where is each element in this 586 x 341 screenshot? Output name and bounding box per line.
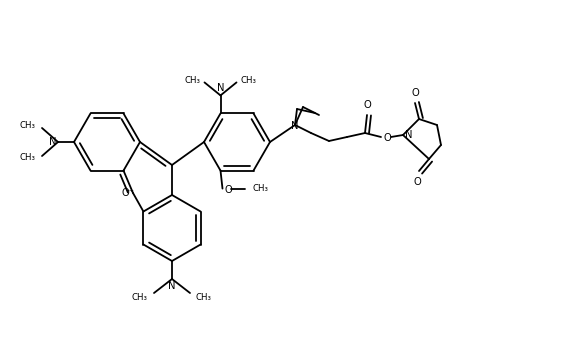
- Text: O: O: [363, 100, 371, 110]
- Text: CH₃: CH₃: [132, 293, 148, 301]
- Text: CH₃: CH₃: [196, 293, 212, 301]
- Text: CH₃: CH₃: [20, 153, 36, 163]
- Text: N: N: [291, 121, 299, 131]
- Text: CH₃: CH₃: [20, 121, 36, 131]
- Text: O: O: [224, 184, 232, 195]
- Text: N: N: [217, 84, 224, 93]
- Text: N: N: [405, 130, 413, 140]
- Text: CH₃: CH₃: [240, 76, 257, 85]
- Text: N: N: [49, 137, 56, 147]
- Text: CH₃: CH₃: [185, 76, 200, 85]
- Text: N: N: [168, 281, 176, 291]
- Text: O: O: [411, 88, 419, 98]
- Text: O: O: [413, 177, 421, 187]
- Text: O: O: [384, 133, 392, 143]
- Text: CH₃: CH₃: [253, 184, 268, 193]
- Text: O⁺: O⁺: [121, 188, 134, 198]
